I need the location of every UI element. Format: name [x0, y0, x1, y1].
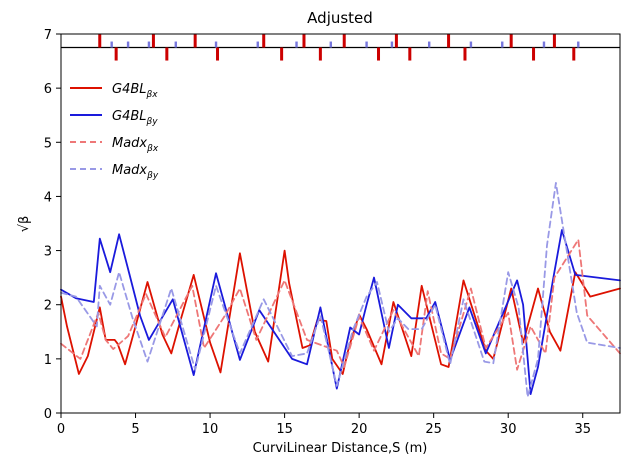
quadrupole-marker	[572, 47, 576, 61]
chart-legend: G4BLβx G4BLβy Madxβx Madxβy	[70, 82, 159, 181]
quadrupole-marker	[318, 47, 322, 61]
chart-title: Adjusted	[307, 9, 373, 27]
quadrupole-marker	[302, 34, 306, 48]
quadrupole-marker	[463, 47, 467, 61]
quadrupole-marker	[151, 34, 155, 48]
corrector-marker	[147, 41, 151, 48]
y-tick-label: 7	[44, 28, 52, 43]
corrector-marker	[256, 41, 259, 48]
plot-area-frame	[60, 33, 621, 414]
quadrupole-marker	[447, 34, 451, 48]
corrector-marker	[295, 41, 298, 48]
corrector-marker	[577, 41, 580, 48]
y-tick-label: 4	[44, 190, 52, 205]
quadrupole-marker	[114, 47, 118, 61]
quadrupole-marker	[394, 34, 398, 48]
series-line-g4bl-betay	[60, 229, 621, 396]
quadrupole-marker	[552, 34, 556, 48]
x-axis-ticks: 0 5 10 15 20 25 30 35	[57, 413, 591, 437]
quadrupole-marker	[165, 47, 169, 61]
y-tick-label: 0	[44, 407, 52, 422]
legend-label: G4BLβy	[112, 109, 158, 127]
x-tick-label: 0	[57, 422, 65, 437]
y-axis-ticks: 0 1 2 3 4 5 6 7	[44, 28, 61, 422]
quadrupole-marker	[377, 47, 381, 61]
y-axis-label: √β	[17, 216, 32, 233]
corrector-marker	[427, 41, 431, 48]
x-tick-label: 35	[574, 422, 591, 437]
quadrupole-marker	[98, 34, 102, 48]
corrector-marker	[214, 41, 218, 48]
x-tick-label: 10	[202, 422, 219, 437]
quadrupole-marker	[342, 34, 346, 48]
quadrupole-marker	[509, 34, 513, 48]
corrector-marker	[329, 41, 333, 48]
y-tick-label: 5	[44, 136, 52, 151]
corrector-marker	[390, 41, 394, 48]
x-axis-label: CurviLinear Distance,S (m)	[253, 441, 428, 456]
corrector-marker	[501, 41, 504, 48]
quadrupole-marker	[532, 47, 536, 61]
y-tick-label: 2	[44, 299, 52, 314]
legend-label: Madxβy	[112, 163, 159, 181]
corrector-marker	[469, 41, 473, 48]
legend-label: Madxβx	[112, 136, 159, 154]
quadrupole-marker	[408, 47, 412, 61]
y-tick-label: 6	[44, 82, 52, 97]
corrector-marker	[126, 41, 130, 48]
legend-label: G4BLβx	[112, 82, 158, 100]
quadrupole-marker	[280, 47, 284, 61]
y-tick-label: 3	[44, 245, 52, 260]
x-tick-label: 30	[500, 422, 517, 437]
corrector-marker	[365, 41, 368, 48]
series-line-madx-betay	[60, 181, 621, 398]
series-line-madx-betax	[60, 238, 621, 371]
x-tick-label: 25	[425, 422, 442, 437]
y-tick-label: 1	[44, 353, 52, 368]
data-series-layer	[60, 181, 621, 398]
x-tick-label: 5	[131, 422, 139, 437]
corrector-marker	[174, 41, 177, 48]
x-tick-label: 15	[276, 422, 293, 437]
lattice-element-markers	[61, 34, 620, 61]
quadrupole-marker	[193, 34, 197, 48]
corrector-marker	[542, 41, 546, 48]
x-tick-label: 20	[351, 422, 368, 437]
quadrupole-marker	[262, 34, 266, 48]
corrector-marker	[110, 41, 113, 48]
quadrupole-marker	[216, 47, 220, 61]
